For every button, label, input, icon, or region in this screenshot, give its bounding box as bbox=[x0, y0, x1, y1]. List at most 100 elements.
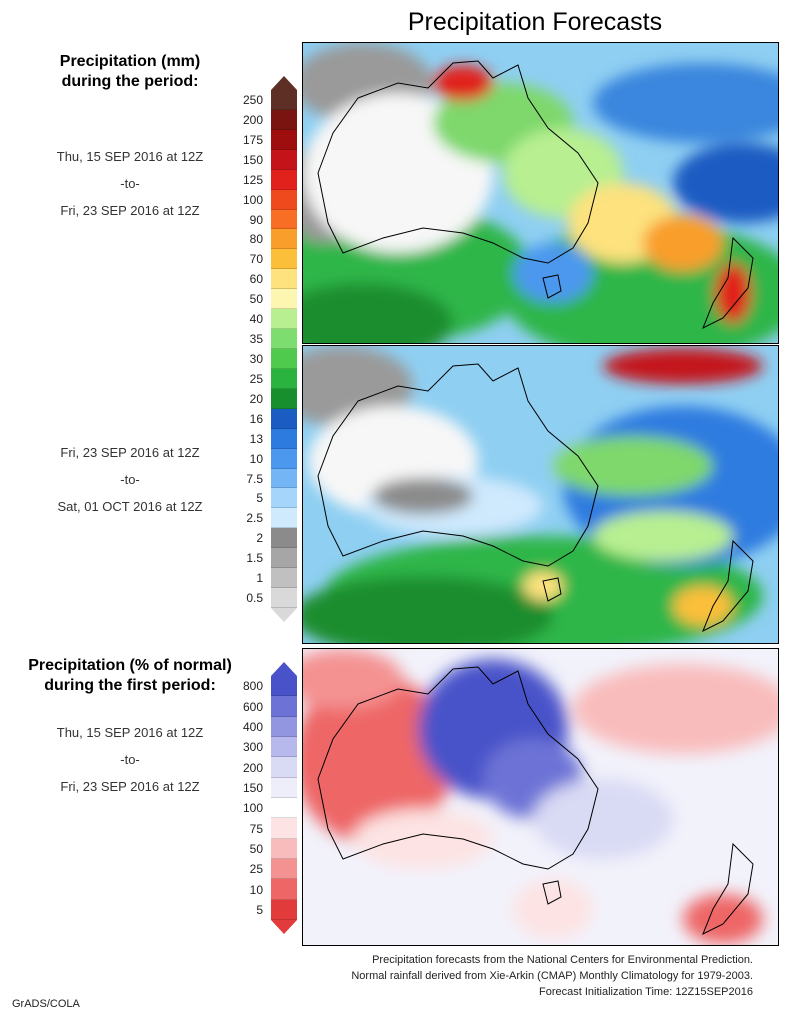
footer-line-3: Forecast Initialization Time: 12Z15SEP20… bbox=[538, 986, 753, 998]
precip-pct-colorbar-tick-label: 5 bbox=[256, 902, 263, 917]
precip-pct-colorbar-swatch bbox=[271, 879, 297, 900]
precip-pct-colorbar-swatch bbox=[271, 676, 297, 697]
precip-pct-colorbar-tick-label: 800 bbox=[242, 679, 263, 694]
precip-pct-colorbar: 800 600 400 300 200 150 100 75 50 25 10 5 bbox=[243, 662, 297, 934]
precip-mm-colorbar: 250 200 175 150 125 100 90 80 70 60 50 40 35 30 25 20 16… bbox=[243, 76, 297, 622]
precip-mm-colorbar-swatch bbox=[271, 329, 297, 349]
precip-mm-colorbar-swatch bbox=[271, 189, 297, 210]
precip-pct-colorbar-tick-label: 10 bbox=[249, 882, 263, 897]
precip-pct-colorbar-tick-label: 75 bbox=[249, 821, 263, 836]
precip-mm-colorbar-tick-label: 70 bbox=[249, 252, 263, 267]
period-2-sep: -to- bbox=[120, 472, 140, 487]
precip-mm-colorbar-tick-label: 1 bbox=[256, 571, 263, 586]
precip-mm-colorbar-tick-label: 0.5 bbox=[246, 591, 263, 606]
precip-mm-colorbar-swatch bbox=[271, 388, 297, 409]
precip-mm-colorbar-tick-label: 50 bbox=[249, 292, 263, 307]
map-period-1-image bbox=[303, 43, 778, 343]
precip-mm-colorbar-swatch bbox=[271, 448, 297, 469]
precip-mm-colorbar-swatch bbox=[271, 309, 297, 330]
precip-pct-colorbar-tick-label: 200 bbox=[242, 760, 263, 775]
precip-mm-heading: Precipitation (mm) during the period: bbox=[20, 52, 240, 92]
precip-mm-colorbar-tick-label: 25 bbox=[249, 371, 263, 386]
precip-mm-colorbar-tick-label: 2 bbox=[256, 531, 263, 546]
period-2-end: Sat, 01 OCT 2016 at 12Z bbox=[57, 499, 203, 514]
precip-pct-colorbar-swatch bbox=[271, 899, 297, 920]
footer-line-2: Normal rainfall derived from Xie-Arkin (… bbox=[351, 970, 753, 982]
precip-mm-colorbar-bottom-arrow bbox=[271, 608, 297, 622]
period-3-label: Thu, 15 SEP 2016 at 12Z -to- Fri, 23 SEP… bbox=[20, 719, 240, 800]
precip-pct-colorbar-tick-label: 25 bbox=[249, 862, 263, 877]
precip-mm-colorbar-tick-label: 60 bbox=[249, 272, 263, 287]
precip-mm-colorbar-tick-label: 250 bbox=[242, 92, 263, 107]
period-2-label: Fri, 23 SEP 2016 at 12Z -to- Sat, 01 OCT… bbox=[20, 439, 240, 520]
precip-mm-colorbar-tick-label: 150 bbox=[242, 152, 263, 167]
precip-pct-colorbar-swatch bbox=[271, 838, 297, 859]
period-3-start: Thu, 15 SEP 2016 at 12Z bbox=[56, 725, 204, 740]
precip-mm-colorbar-swatch bbox=[271, 269, 297, 290]
precip-pct-colorbar-swatch bbox=[271, 818, 297, 839]
precip-pct-colorbar-tick-label: 400 bbox=[242, 719, 263, 734]
map-panel-period-2 bbox=[302, 345, 779, 644]
precip-mm-colorbar-tick-label: 200 bbox=[242, 112, 263, 127]
precip-pct-colorbar-tick-label: 600 bbox=[242, 699, 263, 714]
precip-pct-colorbar-swatch bbox=[271, 696, 297, 717]
period-2-start: Fri, 23 SEP 2016 at 12Z bbox=[60, 445, 200, 460]
precip-pct-colorbar-tick-label: 150 bbox=[242, 780, 263, 795]
precip-mm-colorbar-tick-label: 100 bbox=[242, 192, 263, 207]
precip-pct-colorbar-tick-label: 300 bbox=[242, 740, 263, 755]
footer-line-1: Precipitation forecasts from the Nationa… bbox=[372, 954, 753, 966]
period-1-sep: -to- bbox=[120, 176, 140, 191]
credit-label: GrADS/COLA bbox=[12, 998, 80, 1010]
map-period-2-image bbox=[303, 346, 778, 643]
period-3-sep: -to- bbox=[120, 752, 140, 767]
precip-pct-heading-line2: during the first period: bbox=[44, 677, 216, 694]
precip-mm-colorbar-tick-label: 40 bbox=[249, 312, 263, 327]
precip-mm-heading-line1: Precipitation (mm) bbox=[59, 53, 201, 70]
footer-notes: Precipitation forecasts from the Nationa… bbox=[351, 952, 753, 1000]
precip-pct-heading: Precipitation (% of normal) during the f… bbox=[20, 656, 240, 696]
page-title: Precipitation Forecasts bbox=[407, 8, 663, 36]
precip-mm-colorbar-swatch bbox=[271, 149, 297, 170]
precip-mm-colorbar-swatch bbox=[271, 508, 297, 529]
precip-pct-colorbar-swatch bbox=[271, 777, 297, 798]
precip-mm-heading-line2: during the period: bbox=[61, 73, 199, 90]
precip-mm-colorbar-tick-label: 16 bbox=[249, 411, 263, 426]
precip-mm-colorbar-tick-label: 1.5 bbox=[246, 551, 263, 566]
precip-mm-colorbar-swatch bbox=[271, 568, 297, 589]
precip-mm-colorbar-tick-label: 125 bbox=[242, 172, 263, 187]
map-panel-period-1 bbox=[302, 42, 779, 344]
precip-mm-colorbar-swatch bbox=[271, 528, 297, 549]
precip-mm-colorbar-swatch bbox=[271, 428, 297, 449]
precip-mm-colorbar-tick-label: 175 bbox=[242, 132, 263, 147]
precip-mm-colorbar-swatch bbox=[271, 209, 297, 230]
period-3-end: Fri, 23 SEP 2016 at 12Z bbox=[60, 779, 200, 794]
precip-mm-colorbar-swatch bbox=[271, 90, 297, 110]
precip-mm-colorbar-tick-label: 7.5 bbox=[246, 471, 263, 486]
map-percent-normal-image bbox=[303, 649, 778, 945]
precip-mm-colorbar-tick-label: 13 bbox=[249, 431, 263, 446]
precip-mm-colorbar-swatch bbox=[271, 229, 297, 250]
precip-pct-colorbar-tick-label: 100 bbox=[242, 801, 263, 816]
precip-mm-colorbar-swatch bbox=[271, 368, 297, 389]
precip-mm-colorbar-tick-label: 30 bbox=[249, 351, 263, 366]
precip-mm-colorbar-tick-label: 5 bbox=[256, 491, 263, 506]
precip-pct-colorbar-bottom-arrow bbox=[271, 920, 297, 934]
precip-pct-colorbar-swatch bbox=[271, 859, 297, 880]
precip-pct-colorbar-swatch bbox=[271, 798, 297, 819]
precip-pct-colorbar-top-arrow bbox=[271, 662, 297, 676]
precip-mm-colorbar-swatch bbox=[271, 249, 297, 270]
period-1-start: Thu, 15 SEP 2016 at 12Z bbox=[56, 149, 204, 164]
precip-mm-colorbar-tick-label: 80 bbox=[249, 232, 263, 247]
precip-mm-colorbar-swatch bbox=[271, 129, 297, 150]
precip-mm-colorbar-top-arrow bbox=[271, 76, 297, 90]
precip-mm-colorbar-swatch bbox=[271, 408, 297, 429]
precip-mm-colorbar-swatch bbox=[271, 468, 297, 489]
precip-mm-colorbar-swatch bbox=[271, 588, 297, 608]
precip-mm-colorbar-tick-label: 90 bbox=[249, 212, 263, 227]
precip-mm-colorbar-swatch bbox=[271, 289, 297, 310]
period-1-end: Fri, 23 SEP 2016 at 12Z bbox=[60, 203, 200, 218]
period-1-label: Thu, 15 SEP 2016 at 12Z -to- Fri, 23 SEP… bbox=[20, 143, 240, 224]
precip-mm-colorbar-tick-label: 10 bbox=[249, 451, 263, 466]
precip-mm-colorbar-swatch bbox=[271, 349, 297, 369]
precip-mm-colorbar-tick-label: 2.5 bbox=[246, 511, 263, 526]
